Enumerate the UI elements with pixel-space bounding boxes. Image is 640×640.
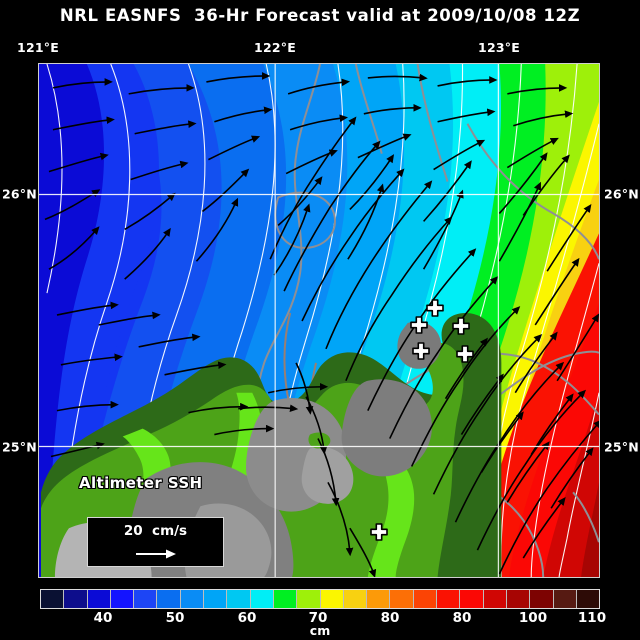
altimeter-obs-5	[456, 345, 474, 363]
colorbar-cell-10	[273, 590, 298, 608]
colorbar-cell-2	[87, 590, 111, 608]
page-title: NRL EASNFS 36-Hr Forecast valid at 2009/…	[59, 6, 581, 25]
colorbar-cell-5	[157, 590, 181, 608]
lon-label-2: 123°E	[478, 40, 520, 55]
colorbar-cell-13	[343, 590, 368, 608]
current-streamlines	[44, 72, 599, 577]
colorbar-cell-8	[227, 590, 251, 608]
colorbar-cell-6	[180, 590, 205, 608]
colorbar-unit-label: cm	[309, 623, 331, 638]
colorbar-cell-20	[506, 590, 531, 608]
lon-label-0: 121°E	[17, 40, 59, 55]
lon-label-1: 122°E	[254, 40, 296, 55]
altimeter-obs-2	[410, 316, 428, 334]
right-arrow-icon	[135, 549, 176, 559]
colorbar-cell-9	[250, 590, 274, 608]
colorbar-cell-11	[297, 590, 321, 608]
colorbar-tick-3: 70	[308, 610, 328, 626]
map-plot-area[interactable]: Altimeter SSH 20 cm/s	[38, 63, 600, 578]
colorbar-tick-7: 110	[577, 610, 607, 626]
colorbar-tick-4: 80	[380, 610, 400, 626]
map-gridlines	[39, 64, 599, 577]
lat-label-left-0: 26°N	[2, 186, 37, 202]
colorbar-tick-5: 80	[452, 610, 472, 626]
colorbar-cell-21	[530, 590, 554, 608]
altimeter-obs-4	[412, 342, 430, 360]
colorbar-tick-6: 100	[518, 610, 548, 626]
colorbar-tick-2: 60	[237, 610, 257, 626]
colorbar-cell-4	[134, 590, 158, 608]
colorbar-cell-0	[41, 590, 65, 608]
colorbar-cell-14	[367, 590, 391, 608]
colorbar-cell-16	[413, 590, 438, 608]
colorbar-cell-22	[553, 590, 577, 608]
colorbar-tick-1: 50	[165, 610, 185, 626]
colorbar-cell-23	[576, 590, 600, 608]
ssh-field-map	[39, 64, 599, 577]
colorbar-cell-1	[64, 590, 88, 608]
colorbar[interactable]	[40, 589, 600, 609]
colorbar-cell-12	[320, 590, 344, 608]
altimeter-obs-1	[426, 299, 444, 317]
vector-scale-label: 20 cm/s	[123, 523, 188, 539]
colorbar-cell-17	[437, 590, 461, 608]
colorbar-cell-7	[204, 590, 228, 608]
colorbar-cell-3	[110, 590, 135, 608]
colorbar-cell-18	[460, 590, 484, 608]
altimeter-obs-6	[370, 523, 388, 541]
altimeter-obs-3	[452, 317, 470, 335]
lat-label-right-1: 25°N	[604, 439, 639, 455]
colorbar-cell-15	[390, 590, 414, 608]
vector-scale-box: 20 cm/s	[87, 517, 224, 567]
lat-label-right-0: 26°N	[604, 186, 639, 202]
colorbar-cell-19	[483, 590, 507, 608]
lat-label-left-1: 25°N	[2, 439, 37, 455]
colorbar-tick-0: 40	[93, 610, 113, 626]
